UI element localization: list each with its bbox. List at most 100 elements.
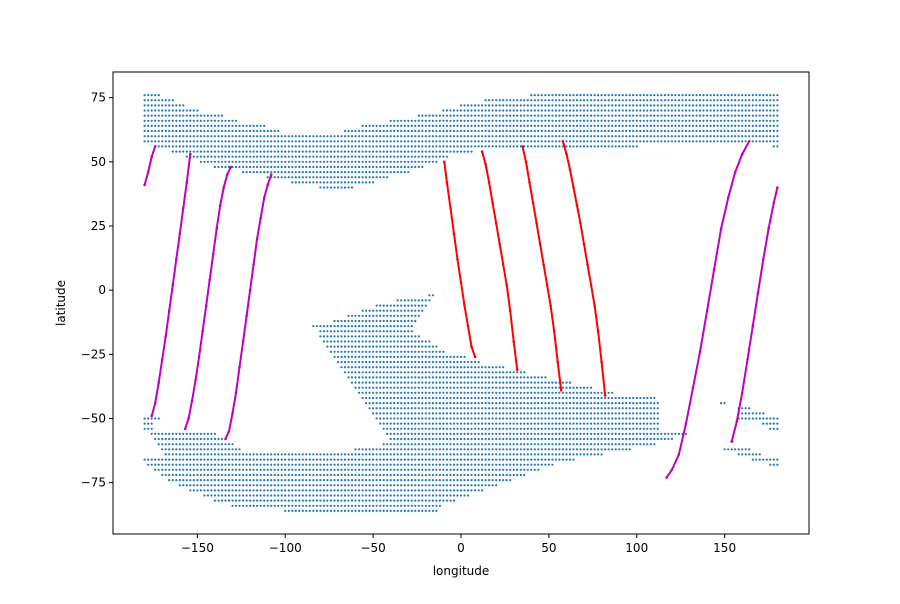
track-point [255,237,259,241]
grid-point [372,355,375,358]
grid-point [407,309,410,312]
grid-point [231,155,234,158]
grid-point [449,422,452,425]
grid-point [400,135,403,138]
grid-point [614,437,617,441]
grid-point [157,124,160,127]
grid-point [238,124,241,127]
grid-point [646,119,649,122]
grid-point [340,319,343,323]
grid-point [178,119,181,122]
grid-point [442,371,445,374]
grid-point [544,386,547,389]
grid-point [301,499,304,502]
grid-point [312,181,315,184]
grid-point [727,109,730,112]
grid-point [649,412,652,415]
grid-point [751,458,754,461]
grid-point [660,432,663,435]
grid-point [568,381,572,384]
grid-point [428,119,431,122]
grid-point [161,129,164,133]
track-point [182,206,185,210]
grid-point [287,504,290,507]
grid-point [674,94,677,97]
grid-point [347,171,350,174]
grid-point [410,150,413,153]
grid-point [326,345,329,348]
grid-point [523,468,526,471]
grid-point [410,319,413,323]
grid-point [568,99,572,102]
grid-point [171,468,174,471]
grid-point [400,396,403,400]
grid-point [421,504,424,507]
grid-point [431,376,434,379]
grid-point [421,437,424,441]
grid-point [245,473,248,477]
grid-point [649,443,652,446]
grid-point [231,473,234,477]
grid-point [396,432,399,435]
grid-point [519,124,522,127]
grid-point [319,335,322,338]
grid-point [762,140,765,143]
grid-point [315,165,318,169]
grid-point [414,437,417,441]
grid-point [365,360,368,364]
grid-point [234,473,238,477]
grid-point [512,135,515,138]
grid-point [653,422,656,425]
track-point [146,170,150,174]
grid-point [435,355,438,358]
grid-point [572,391,575,394]
grid-point [143,124,146,127]
grid-point [551,448,554,451]
grid-point [210,468,213,471]
grid-point [435,371,438,374]
grid-point [375,463,378,466]
grid-point [175,114,178,117]
grid-point [474,371,477,374]
grid-point [347,463,350,466]
grid-point [389,150,392,153]
grid-point [291,150,294,153]
grid-point [755,109,758,112]
grid-point [358,171,361,174]
grid-point [561,458,565,461]
grid-point [256,140,259,143]
grid-point [414,135,417,138]
grid-point [421,376,424,379]
grid-point [252,484,255,487]
grid-point [347,319,350,323]
grid-point [315,453,318,456]
grid-point [734,94,737,97]
grid-point [368,155,371,158]
grid-point [358,345,361,348]
grid-point [565,437,568,441]
grid-point [533,463,536,466]
grid-point [410,360,413,364]
grid-point [607,396,610,400]
grid-point [213,453,216,456]
grid-point [354,453,357,456]
grid-point [393,432,396,435]
grid-point [505,448,508,451]
grid-point [375,314,378,317]
grid-point [421,432,424,435]
grid-point [737,129,740,133]
grid-point [614,432,617,435]
grid-point [677,135,681,138]
grid-point [396,350,399,353]
grid-point [642,104,645,107]
grid-point [741,109,744,112]
grid-point [365,479,368,482]
grid-point [403,325,406,328]
grid-point [474,479,477,482]
grid-point [368,350,371,353]
grid-point [329,458,332,461]
grid-point [234,129,238,133]
grid-point [396,304,399,307]
grid-point [445,473,448,477]
grid-point [238,468,241,471]
